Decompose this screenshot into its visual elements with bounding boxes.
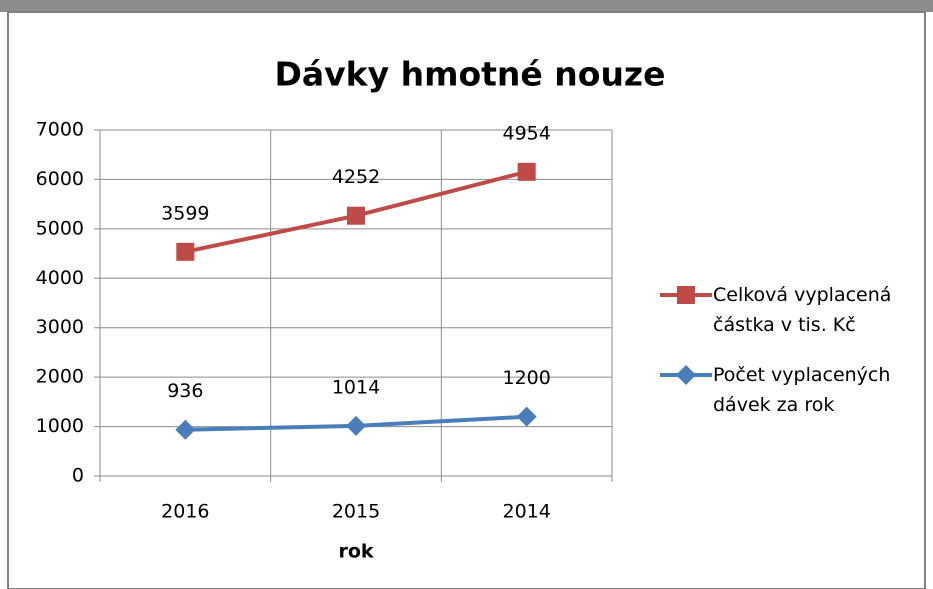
- y-tick-label: 5000: [36, 217, 84, 239]
- y-tick-label: 7000: [36, 119, 84, 141]
- marker: [346, 415, 366, 436]
- legend-label: Počet vyplacených dávek za rok: [713, 364, 891, 416]
- window-bar: [0, 0, 933, 12]
- x-axis-title: rok: [338, 541, 373, 563]
- legend-marker: [676, 365, 696, 385]
- legend-label: Celková vyplacená částka v tis. Kč: [713, 284, 892, 336]
- data-label: 4252: [332, 166, 380, 188]
- y-tick-label: 2000: [36, 366, 84, 388]
- chart-frame: [7, 11, 926, 589]
- marker: [516, 406, 537, 427]
- data-label: 1200: [502, 367, 550, 389]
- data-label: 1014: [332, 376, 380, 398]
- x-tick-label: 2014: [502, 501, 550, 523]
- y-tick-label: 6000: [36, 168, 84, 190]
- marker: [347, 206, 365, 225]
- x-tick-label: 2015: [332, 501, 380, 523]
- data-label: 4954: [502, 122, 550, 144]
- data-label: 936: [167, 380, 203, 402]
- marker: [176, 242, 195, 261]
- chart-title: Dávky hmotné nouze: [274, 55, 665, 94]
- x-tick-label: 2016: [161, 501, 209, 523]
- marker: [175, 419, 196, 440]
- data-label: 3599: [161, 202, 209, 224]
- legend-marker: [677, 286, 695, 304]
- y-tick-label: 4000: [36, 267, 84, 289]
- y-tick-label: 1000: [36, 415, 84, 437]
- marker: [517, 162, 536, 181]
- y-tick-label: 3000: [36, 316, 84, 338]
- y-tick-label: 0: [72, 465, 84, 487]
